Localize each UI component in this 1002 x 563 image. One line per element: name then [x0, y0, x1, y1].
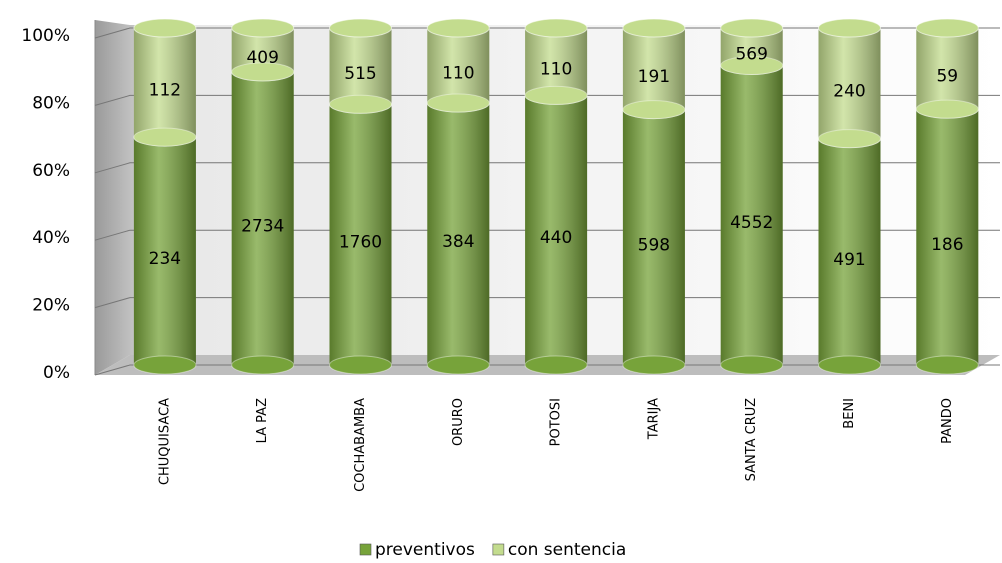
data-label: 59 [936, 67, 958, 87]
x-tick-label: POTOSI [549, 398, 564, 446]
cylinder-shade [133, 137, 196, 365]
y-tick-label: 0% [43, 363, 70, 383]
y-tick-label: 20% [32, 296, 70, 316]
x-tick-label: LA PAZ [255, 398, 270, 443]
cylinder-bottom [915, 99, 979, 119]
x-tick-label: COCHABAMBA [353, 398, 368, 492]
cylinder-top [915, 18, 979, 38]
grid-line [94, 27, 1000, 39]
data-label: 186 [931, 235, 963, 255]
cylinder-top [818, 18, 881, 38]
data-label: 240 [833, 81, 865, 101]
grid-line [94, 162, 1000, 174]
cylinder-top [231, 18, 295, 38]
data-label: 110 [442, 64, 474, 84]
cylinder-bottom [622, 355, 686, 375]
cylinder-shade [427, 103, 490, 365]
legend-swatch [492, 543, 505, 556]
cylinder-bottom [231, 62, 295, 82]
x-tick-label: ORURO [451, 398, 466, 446]
data-label: 409 [246, 48, 278, 68]
data-label: 2734 [241, 216, 284, 236]
y-tick-label: 80% [32, 93, 70, 113]
data-label: 569 [735, 45, 767, 65]
cylinder-shade [231, 71, 294, 366]
legend-label: preventivos [375, 540, 475, 560]
grid-line [94, 364, 1000, 376]
cylinder-bottom [329, 355, 392, 375]
data-label: 110 [540, 60, 572, 80]
cylinder-bottom [133, 355, 197, 375]
cylinder-top [133, 18, 197, 38]
data-label: 384 [442, 232, 474, 252]
cylinder-shade [720, 65, 783, 365]
cylinder-bottom [915, 355, 979, 375]
grid-line [94, 297, 1000, 309]
cylinder-top [622, 18, 686, 38]
grid-line [94, 229, 1000, 241]
x-tick-label: PANDO [940, 398, 955, 444]
cylinder-shade [525, 28, 588, 96]
cylinder-bottom [720, 55, 784, 75]
cylinder-bottom [329, 94, 392, 114]
cylinder-shade [622, 109, 685, 366]
cylinder-bottom [426, 355, 490, 375]
x-tick-label: BENI [842, 398, 857, 429]
x-tick-label: TARIJA [646, 398, 661, 440]
data-label: 1760 [339, 233, 382, 253]
cylinder-bottom [818, 129, 881, 149]
cylinder-shade [427, 28, 490, 104]
cylinder-shade [133, 28, 196, 138]
cylinder-bottom [426, 93, 490, 113]
data-label: 491 [833, 250, 865, 270]
cylinder-bottom [818, 355, 881, 375]
cylinder-shade [818, 138, 881, 365]
cylinder-shade [622, 28, 685, 110]
data-label: 112 [149, 81, 181, 101]
cylinder-shade [916, 28, 979, 110]
cylinder-shade [329, 104, 392, 366]
cylinder-bottom [524, 85, 588, 105]
cylinder-top [426, 18, 490, 38]
cylinder-top [720, 18, 784, 38]
cylinder-shade [916, 109, 979, 365]
y-tick-label: 100% [21, 26, 70, 46]
cylinder-shade [525, 95, 588, 366]
data-label: 440 [540, 228, 572, 248]
legend-swatch [359, 543, 372, 556]
data-label: 4552 [730, 213, 773, 233]
cylinder-bottom [720, 355, 784, 375]
y-tick-label: 60% [32, 161, 70, 181]
data-label: 598 [638, 235, 670, 255]
grid-line [94, 94, 1000, 106]
cylinder-top [524, 18, 588, 38]
data-label: 191 [638, 67, 670, 87]
x-tick-label: SANTA CRUZ [744, 398, 759, 481]
cylinder-bottom [231, 355, 295, 375]
cylinder-top [329, 18, 392, 38]
cylinder-shade [818, 28, 881, 139]
cylinder-bottom [133, 127, 197, 147]
cylinder-bottom [622, 100, 686, 120]
y-tick-label: 40% [32, 228, 70, 248]
data-label: 515 [344, 64, 376, 84]
data-label: 234 [149, 249, 181, 269]
cylinder-bottom [524, 355, 588, 375]
cylinder-shade [329, 28, 392, 105]
legend-label: con sentencia [508, 540, 626, 560]
x-tick-label: CHUQUISACA [157, 398, 172, 485]
